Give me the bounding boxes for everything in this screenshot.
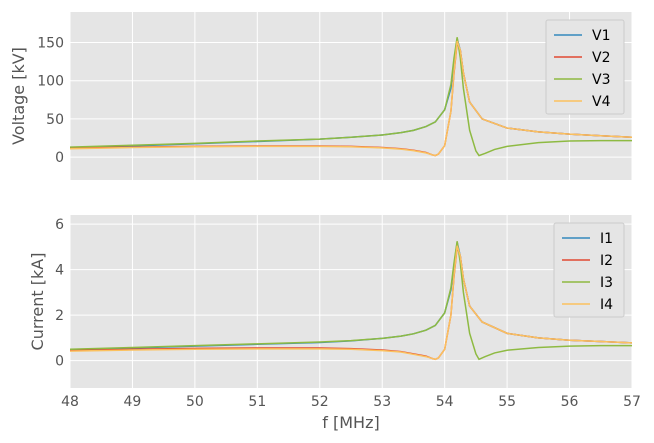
x-axis-label: f [MHz] <box>322 413 379 432</box>
y-tick-label: 6 <box>55 217 64 233</box>
legend-label-i3: I3 <box>600 275 613 291</box>
y-axis-label: Current [kA] <box>28 253 47 351</box>
legend-label-v4: V4 <box>592 94 611 110</box>
x-tick-label: 52 <box>311 394 329 410</box>
legend: V1 V2 V3 V4 <box>545 19 625 115</box>
y-tick-label: 4 <box>55 263 64 279</box>
x-tick-label: 48 <box>61 394 79 410</box>
y-axis-label: Voltage [kV] <box>9 47 28 145</box>
legend-label-i1: I1 <box>600 231 613 247</box>
legend: I1 I2 I3 I4 <box>553 222 625 318</box>
x-tick-label: 54 <box>436 394 454 410</box>
y-tick-label: 100 <box>37 74 64 90</box>
chart-panel-2: 0 2 4 6 48 49 50 51 52 53 54 55 56 57 Current [kA] f [M… <box>28 215 641 432</box>
y-tick-label: 2 <box>55 308 64 324</box>
y-tick-label: 0 <box>55 150 64 166</box>
x-tick-label: 56 <box>561 394 579 410</box>
plot-background <box>70 12 632 180</box>
series-line-v4 <box>70 40 632 157</box>
legend-box <box>545 19 625 115</box>
legend-box <box>553 222 625 318</box>
legend-label-i4: I4 <box>600 297 613 313</box>
legend-label-i2: I2 <box>600 253 613 269</box>
x-tick-label: 55 <box>498 394 516 410</box>
y-tick-label: 150 <box>37 36 64 52</box>
series-line-i4 <box>70 245 632 361</box>
x-tick-label: 51 <box>248 394 266 410</box>
x-tick-label: 49 <box>124 394 142 410</box>
x-tick-label: 50 <box>186 394 204 410</box>
chart-panel-1: 0 50 100 150 Voltage [kV] V1 V2 V3 V4 <box>9 12 633 180</box>
series-line-i3 <box>70 241 632 361</box>
y-tick-label: 0 <box>55 354 64 370</box>
plot-background <box>70 215 632 388</box>
series-line-v3 <box>70 37 632 157</box>
legend-label-v2: V2 <box>592 50 610 66</box>
legend-label-v1: V1 <box>592 28 610 44</box>
legend-label-v3: V3 <box>592 72 610 88</box>
x-tick-label: 53 <box>373 394 391 410</box>
y-tick-label: 50 <box>46 112 64 128</box>
x-tick-label: 57 <box>623 394 641 410</box>
